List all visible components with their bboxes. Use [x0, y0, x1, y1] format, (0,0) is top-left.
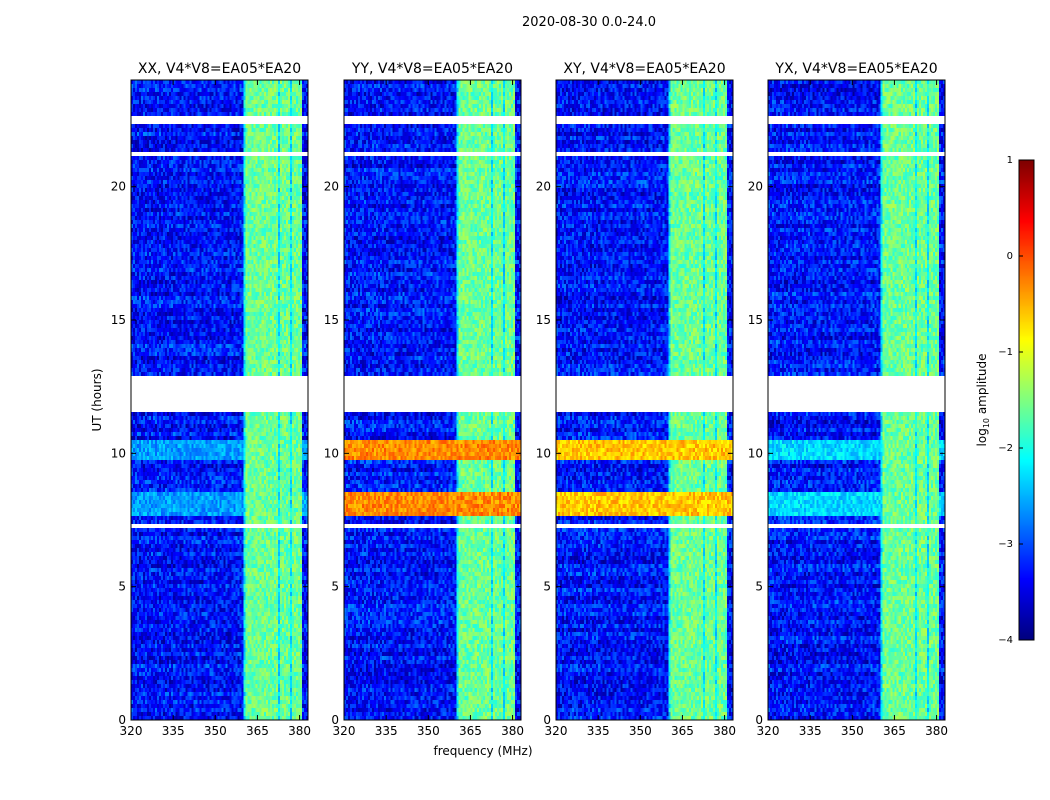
panel-frame [343, 79, 522, 721]
x-tick-label: 335 [375, 724, 398, 738]
panel-frame [130, 79, 309, 721]
y-tick-label: 0 [543, 713, 551, 727]
panel-3: XY, V4*V8=EA05*EA20 320 335 350 365 380 0 5 10 15… [536, 61, 736, 738]
x-tick-label: 350 [841, 724, 864, 738]
panels-group: XX, V4*V8=EA05*EA20 320 335 350 365 380 0 5 10 15… [111, 61, 948, 738]
panel-title: XY, V4*V8=EA05*EA20 [563, 61, 725, 77]
x-tick-label: 350 [204, 724, 227, 738]
x-tick-label: 365 [459, 724, 482, 738]
y-tick-label: 5 [118, 580, 126, 594]
x-tick-label: 365 [883, 724, 906, 738]
x-tick-label: 380 [925, 724, 948, 738]
panel-1: XX, V4*V8=EA05*EA20 320 335 350 365 380 0 5 10 15… [111, 61, 311, 738]
figure-title: 2020-08-30 0.0-24.0 [522, 15, 656, 30]
panel-frame [555, 79, 734, 721]
x-tick-label: 380 [288, 724, 311, 738]
colorbar-gradient [1019, 160, 1034, 640]
colorbar-label-prefix: log [975, 428, 989, 446]
colorbar-label-suffix: amplitude [975, 354, 989, 418]
x-tick-label: 380 [501, 724, 524, 738]
x-tick-label: 335 [587, 724, 610, 738]
colorbar-label-subscript: 10 [982, 418, 991, 428]
x-tick-label: 380 [713, 724, 736, 738]
y-tick-label: 15 [324, 313, 339, 327]
x-tick-label: 320 [757, 724, 780, 738]
panel-title: YY, V4*V8=EA05*EA20 [351, 61, 513, 77]
y-tick-label: 15 [536, 313, 551, 327]
y-tick-label: 20 [748, 180, 763, 194]
y-axis-label: UT (hours) [90, 368, 104, 431]
panel-title: YX, V4*V8=EA05*EA20 [774, 61, 937, 77]
heatmap-image [131, 80, 308, 720]
y-tick-label: 20 [536, 180, 551, 194]
colorbar-tick-label: 1 [1007, 155, 1013, 166]
panel-2: YY, V4*V8=EA05*EA20 320 335 350 365 380 0 5 10 15… [324, 61, 524, 738]
x-tick-label: 365 [246, 724, 269, 738]
heatmap-image [556, 80, 733, 720]
y-tick-label: 10 [324, 446, 339, 460]
x-tick-label: 365 [671, 724, 694, 738]
colorbar-tick-label: −3 [998, 539, 1013, 550]
colorbar-tick-label: −4 [998, 635, 1013, 646]
x-axis-label: frequency (MHz) [433, 744, 532, 758]
y-tick-label: 10 [111, 446, 126, 460]
y-tick-label: 0 [331, 713, 339, 727]
x-tick-label: 350 [629, 724, 652, 738]
x-tick-label: 320 [120, 724, 143, 738]
colorbar-tick-label: −1 [998, 347, 1013, 358]
panel-title: XX, V4*V8=EA05*EA20 [138, 61, 301, 77]
panel-frame [767, 79, 946, 721]
x-tick-label: 335 [799, 724, 822, 738]
colorbar-tick-label: 0 [1007, 251, 1013, 262]
heatmap-image [768, 80, 945, 720]
y-tick-label: 15 [111, 313, 126, 327]
x-tick-label: 350 [417, 724, 440, 738]
colorbar-tick-label: −2 [998, 443, 1013, 454]
y-tick-label: 15 [748, 313, 763, 327]
colorbar-label: log10 amplitude [975, 354, 991, 447]
y-tick-label: 10 [536, 446, 551, 460]
panel-4: YX, V4*V8=EA05*EA20 320 335 350 365 380 0 5 10 15… [748, 61, 948, 738]
colorbar-frame [1018, 159, 1035, 641]
y-tick-label: 0 [755, 713, 763, 727]
y-tick-label: 5 [331, 580, 339, 594]
heatmap-image [344, 80, 521, 720]
y-tick-label: 10 [748, 446, 763, 460]
x-tick-label: 335 [162, 724, 185, 738]
y-tick-label: 0 [118, 713, 126, 727]
colorbar: −4 −3 −2 −1 0 1 [998, 155, 1035, 646]
y-tick-label: 20 [111, 180, 126, 194]
y-tick-label: 5 [755, 580, 763, 594]
x-tick-label: 320 [545, 724, 568, 738]
x-tick-label: 320 [333, 724, 356, 738]
y-tick-label: 5 [543, 580, 551, 594]
y-tick-label: 20 [324, 180, 339, 194]
